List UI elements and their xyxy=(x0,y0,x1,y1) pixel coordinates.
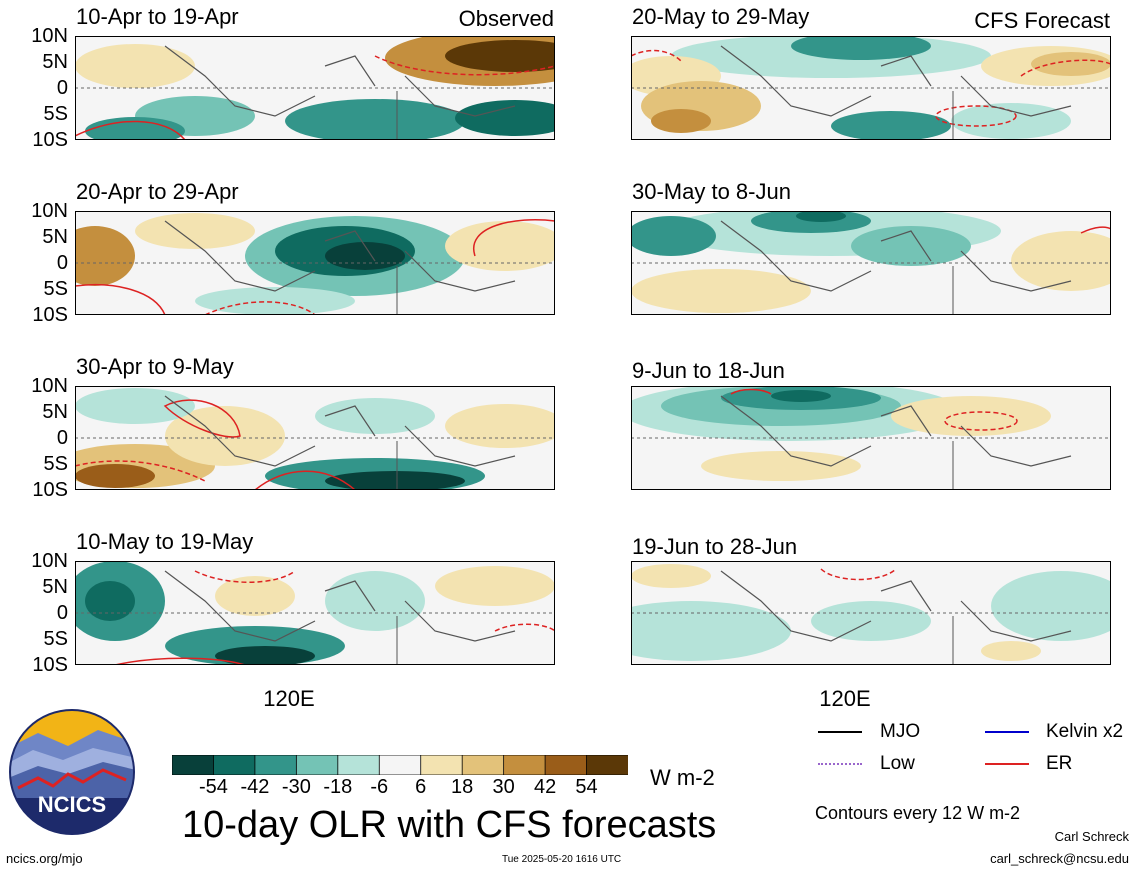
lat-label-5s: 5S xyxy=(43,103,68,125)
lat-label-5n: 5N xyxy=(42,401,68,423)
colorbar-tick-label: -42 xyxy=(240,776,270,798)
lat-label-10s: 10S xyxy=(32,479,68,501)
lat-label-5s: 5S xyxy=(43,628,68,650)
colorbar-tick-label: 6 xyxy=(415,776,427,798)
lon-label-forecast: 120E xyxy=(819,686,871,711)
contour-note: Contours every 12 W m-2 xyxy=(815,803,1021,823)
colorbar-tick-label: 30 xyxy=(492,776,515,798)
lon-label-observed: 120E xyxy=(263,686,315,711)
legend-low-line xyxy=(818,763,862,765)
lat-label-5s: 5S xyxy=(43,278,68,300)
olr-map-observed-2 xyxy=(75,211,555,315)
panel-title-obs-4: 10-May to 19-May xyxy=(76,529,254,554)
olr-map-forecast-3 xyxy=(631,386,1111,490)
colorbar xyxy=(171,754,629,780)
colorbar-swatch xyxy=(295,754,339,776)
lat-label-5n: 5N xyxy=(42,51,68,73)
lat-label-0: 0 xyxy=(56,252,68,274)
olr-map-forecast-1 xyxy=(631,36,1111,140)
panel-title-fc-3: 9-Jun to 18-Jun xyxy=(632,358,785,383)
footer-timestamp: Tue 2025-05-20 1616 UTC xyxy=(502,854,622,865)
colorbar-swatch xyxy=(420,754,464,776)
panel-title-obs-3: 30-Apr to 9-May xyxy=(76,354,234,379)
panel-title-obs-2: 20-Apr to 29-Apr xyxy=(76,179,239,204)
legend-er-line xyxy=(985,763,1029,765)
colorbar-tick-label: -6 xyxy=(370,776,389,798)
lat-label-10n: 10N xyxy=(31,200,68,222)
olr-map-forecast-4 xyxy=(631,561,1111,665)
legend-mjo-label: MJO xyxy=(880,721,921,742)
colorbar-swatch xyxy=(586,754,629,776)
panel-title-fc-4: 19-Jun to 28-Jun xyxy=(632,534,798,559)
colorbar-tick-label: 42 xyxy=(533,776,557,798)
lat-label-10s: 10S xyxy=(32,304,68,326)
footer-email: carl_schreck@ncsu.edu xyxy=(990,851,1129,866)
lat-label-0: 0 xyxy=(56,77,68,99)
panel-tag-observed: Observed xyxy=(458,6,554,31)
colorbar-unit: W m-2 xyxy=(650,765,715,790)
legend-kelvin-line xyxy=(985,731,1029,733)
legend-low-label: Low xyxy=(880,753,915,774)
legend-kelvin-label: Kelvin x2 xyxy=(1046,721,1124,742)
colorbar-swatch xyxy=(213,754,256,776)
lat-label-10n: 10N xyxy=(31,375,68,397)
panel-tag-cfs-forecast: CFS Forecast xyxy=(974,8,1110,33)
colorbar-swatch xyxy=(171,754,215,776)
colorbar-swatch xyxy=(378,754,422,776)
colorbar-swatch xyxy=(254,754,298,776)
lat-label-5s: 5S xyxy=(43,453,68,475)
olr-map-observed-4 xyxy=(75,561,555,665)
lat-label-0: 0 xyxy=(56,427,68,449)
lat-label-10s: 10S xyxy=(32,654,68,676)
figure-title: 10-day OLR with CFS forecasts xyxy=(182,804,717,846)
footer-url: ncics.org/mjo xyxy=(6,851,83,866)
panel-title-obs-1: 10-Apr to 19-Apr xyxy=(76,4,239,29)
legend-er-label: ER xyxy=(1046,753,1073,774)
colorbar-swatch xyxy=(503,754,546,776)
olr-map-forecast-2 xyxy=(631,211,1111,315)
olr-map-observed-1 xyxy=(75,36,555,140)
colorbar-tick-label: 54 xyxy=(575,776,598,798)
colorbar-tick-label: -18 xyxy=(323,776,353,798)
colorbar-swatch xyxy=(461,754,505,776)
lat-label-10s: 10S xyxy=(32,129,68,151)
panel-title-fc-1: 20-May to 29-May xyxy=(632,4,810,29)
colorbar-tick-label: -54 xyxy=(199,776,228,798)
colorbar-swatch xyxy=(544,754,588,776)
logo-text: NCICS xyxy=(38,792,106,817)
olr-map-observed-3 xyxy=(75,386,555,490)
footer-author: Carl Schreck xyxy=(1054,829,1129,844)
lat-label-10n: 10N xyxy=(31,25,68,47)
lat-label-5n: 5N xyxy=(42,576,68,598)
panel-title-fc-2: 30-May to 8-Jun xyxy=(632,179,791,204)
legend-mjo-line xyxy=(818,731,862,733)
lat-label-10n: 10N xyxy=(31,550,68,572)
colorbar-swatch xyxy=(337,754,381,776)
colorbar-tick-label: -30 xyxy=(281,776,311,798)
colorbar-tick-label: 18 xyxy=(451,776,474,798)
lat-label-5n: 5N xyxy=(42,226,68,248)
ncics-logo: NCICS xyxy=(8,708,136,841)
lat-label-0: 0 xyxy=(56,602,68,624)
